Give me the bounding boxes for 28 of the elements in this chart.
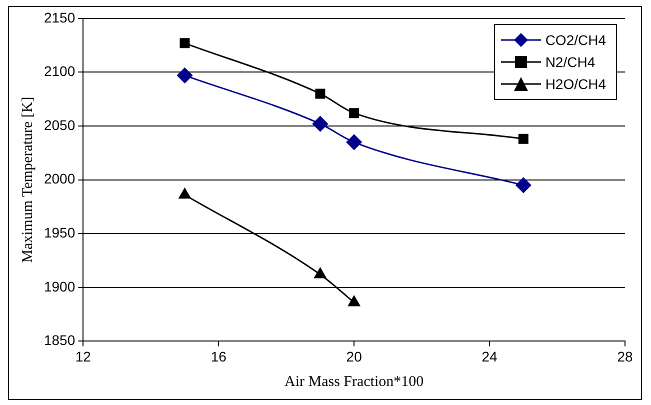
point <box>180 38 190 48</box>
point <box>312 116 328 132</box>
y-tick-label: 2150 <box>44 9 76 26</box>
point <box>178 188 191 199</box>
y-tick-label: 1900 <box>44 278 76 294</box>
point <box>315 88 326 99</box>
x-axis-title: Air Mass Fraction*100 <box>284 374 424 390</box>
point <box>314 268 326 278</box>
x-tick-label: 28 <box>617 348 633 364</box>
legend-label: CO2/CH4 <box>545 32 606 48</box>
x-tick-label: 16 <box>210 348 227 364</box>
y-tick-label: 1850 <box>44 332 76 348</box>
y-tick-label: 2000 <box>44 170 76 187</box>
legend-label: H2O/CH4 <box>545 76 606 92</box>
point <box>348 296 360 306</box>
y-tick-label: 2050 <box>44 116 76 133</box>
y-axis-title: Maximum Temperature [K] <box>20 96 36 263</box>
y-tick-label: 1950 <box>44 224 76 240</box>
x-tick-label: 20 <box>346 348 362 364</box>
legend-label: N2/CH4 <box>545 54 596 70</box>
x-tick-label: 12 <box>75 348 92 364</box>
y-tick-label: 2100 <box>44 63 76 80</box>
point <box>516 177 532 193</box>
point <box>349 108 360 118</box>
point <box>518 134 528 144</box>
x-tick-label: 24 <box>482 348 498 364</box>
point <box>346 134 362 150</box>
point <box>176 68 192 84</box>
